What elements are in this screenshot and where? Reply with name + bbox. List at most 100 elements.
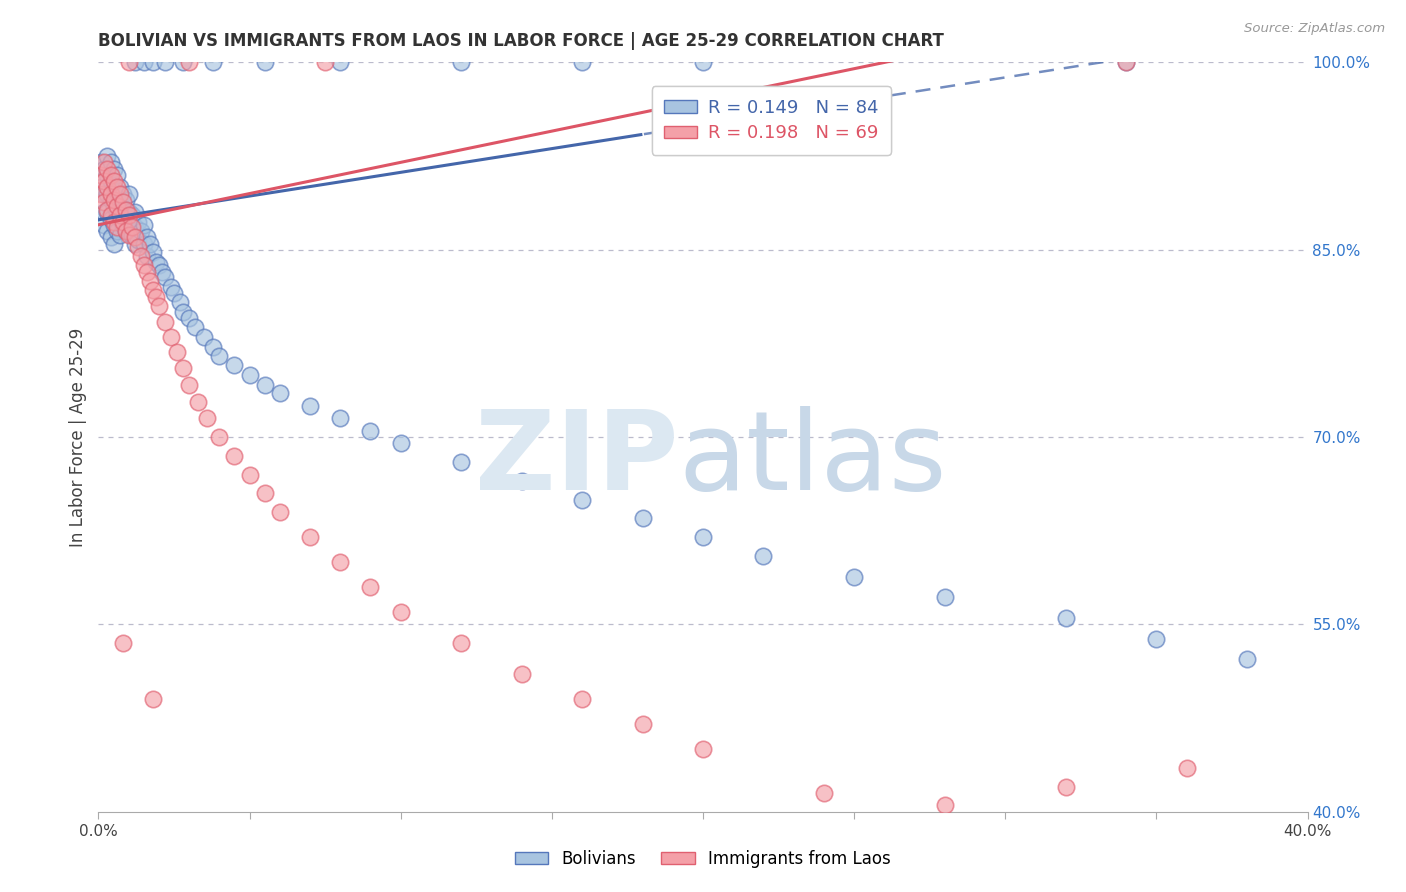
Point xyxy=(105,220,128,235)
Y-axis label: In Labor Force | Age 25-29: In Labor Force | Age 25-29 xyxy=(69,327,87,547)
Point xyxy=(93,155,115,169)
Point xyxy=(121,208,143,222)
Point xyxy=(100,230,122,244)
Point xyxy=(752,549,775,563)
Point xyxy=(142,692,165,706)
Point xyxy=(314,55,336,70)
Point xyxy=(172,305,194,319)
Point xyxy=(124,55,146,70)
Point xyxy=(153,55,176,70)
Point xyxy=(132,218,155,232)
Point xyxy=(160,330,183,344)
Legend: R = 0.149   N = 84, R = 0.198   N = 69: R = 0.149 N = 84, R = 0.198 N = 69 xyxy=(651,87,890,155)
Point xyxy=(1175,761,1198,775)
Point xyxy=(450,55,472,70)
Text: BOLIVIAN VS IMMIGRANTS FROM LAOS IN LABOR FORCE | AGE 25-29 CORRELATION CHART: BOLIVIAN VS IMMIGRANTS FROM LAOS IN LABO… xyxy=(98,32,945,50)
Point xyxy=(108,227,131,242)
Point xyxy=(124,230,146,244)
Point xyxy=(208,349,231,363)
Legend: Bolivians, Immigrants from Laos: Bolivians, Immigrants from Laos xyxy=(509,844,897,875)
Point xyxy=(329,411,352,425)
Point xyxy=(93,205,115,219)
Point xyxy=(111,218,134,232)
Text: atlas: atlas xyxy=(679,406,948,513)
Point xyxy=(108,180,131,194)
Point xyxy=(108,211,131,226)
Point xyxy=(127,233,149,247)
Point xyxy=(90,155,112,169)
Point xyxy=(90,186,112,201)
Point xyxy=(1054,780,1077,794)
Point xyxy=(111,202,134,217)
Point xyxy=(127,215,149,229)
Point xyxy=(510,474,533,488)
Text: Source: ZipAtlas.com: Source: ZipAtlas.com xyxy=(1244,22,1385,36)
Point xyxy=(172,361,194,376)
Point xyxy=(111,215,134,229)
Point xyxy=(118,227,141,242)
Point xyxy=(105,168,128,182)
Point xyxy=(96,202,118,217)
Point xyxy=(114,193,136,207)
Point xyxy=(100,186,122,201)
Point xyxy=(118,224,141,238)
Point xyxy=(692,530,714,544)
Point xyxy=(253,377,276,392)
Point xyxy=(93,186,115,201)
Point xyxy=(108,186,131,201)
Point xyxy=(135,265,157,279)
Point xyxy=(121,220,143,235)
Point xyxy=(118,208,141,222)
Point xyxy=(103,193,125,207)
Point xyxy=(450,455,472,469)
Point xyxy=(100,174,122,188)
Point xyxy=(121,227,143,242)
Point xyxy=(114,202,136,217)
Point xyxy=(631,511,654,525)
Point xyxy=(179,311,201,326)
Point xyxy=(253,55,276,70)
Point xyxy=(96,149,118,163)
Point xyxy=(142,55,165,70)
Point xyxy=(96,205,118,219)
Point xyxy=(571,492,593,507)
Point xyxy=(129,249,152,263)
Point xyxy=(103,218,125,232)
Point xyxy=(100,155,122,169)
Point xyxy=(360,580,382,594)
Point xyxy=(100,168,122,182)
Point xyxy=(844,570,866,584)
Point xyxy=(103,215,125,229)
Point xyxy=(145,255,167,269)
Point xyxy=(105,224,128,238)
Point xyxy=(299,530,322,544)
Point xyxy=(114,208,136,222)
Point xyxy=(329,555,352,569)
Point xyxy=(193,330,215,344)
Point xyxy=(132,236,155,251)
Point xyxy=(239,467,262,482)
Point xyxy=(114,224,136,238)
Point xyxy=(1144,632,1167,647)
Point xyxy=(105,199,128,213)
Point xyxy=(108,195,131,210)
Point xyxy=(90,180,112,194)
Point xyxy=(269,505,291,519)
Point xyxy=(253,486,276,500)
Point xyxy=(139,236,162,251)
Point xyxy=(111,636,134,650)
Point xyxy=(195,411,218,425)
Point xyxy=(1236,652,1258,666)
Point xyxy=(142,245,165,260)
Point xyxy=(96,161,118,176)
Point xyxy=(96,186,118,201)
Point xyxy=(389,605,412,619)
Point xyxy=(166,345,188,359)
Point xyxy=(127,240,149,254)
Point xyxy=(142,283,165,297)
Point xyxy=(132,55,155,70)
Point xyxy=(224,449,246,463)
Point xyxy=(100,193,122,207)
Point xyxy=(129,224,152,238)
Point xyxy=(360,424,382,438)
